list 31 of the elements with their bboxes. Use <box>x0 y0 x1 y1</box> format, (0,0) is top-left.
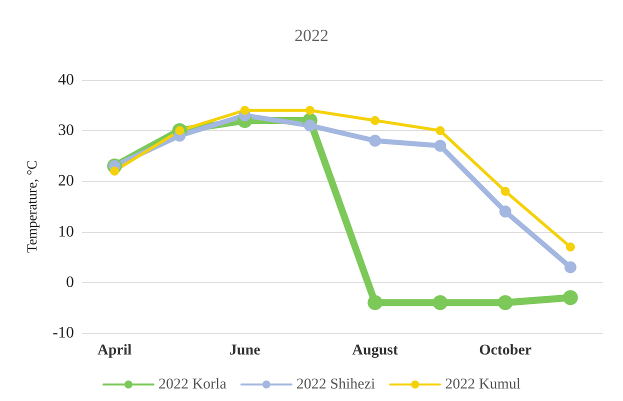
legend-label: 2022 Kumul <box>445 376 521 392</box>
point <box>499 206 512 218</box>
point <box>566 242 575 252</box>
point <box>436 126 445 136</box>
point <box>240 106 250 115</box>
legend-label: 2022 Shihezi <box>296 376 376 392</box>
point <box>368 295 383 310</box>
x-tick-label: June <box>229 342 261 358</box>
point <box>562 290 578 306</box>
point <box>369 134 382 147</box>
y-axis-title: Temperature, °C <box>26 160 40 253</box>
y-tick-label: 20 <box>58 172 74 190</box>
y-tick-label: 30 <box>58 122 74 140</box>
point <box>564 261 576 274</box>
y-tick-label: 10 <box>58 223 74 240</box>
legend-label: 2022 Korla <box>158 376 227 392</box>
y-tick-label: 40 <box>58 72 74 88</box>
point <box>370 116 380 125</box>
chart-title: 2022 <box>294 26 328 45</box>
point <box>500 186 510 196</box>
point <box>434 140 446 152</box>
x-tick-label: August <box>352 342 398 358</box>
point <box>432 295 448 310</box>
point <box>304 120 316 132</box>
x-tick-label: April <box>97 342 132 358</box>
point <box>110 166 120 176</box>
point <box>498 295 513 310</box>
y-tick-label: -10 <box>52 324 74 342</box>
y-tick-label: 0 <box>66 274 74 291</box>
point <box>305 106 314 115</box>
x-tick-label: October <box>479 342 532 358</box>
